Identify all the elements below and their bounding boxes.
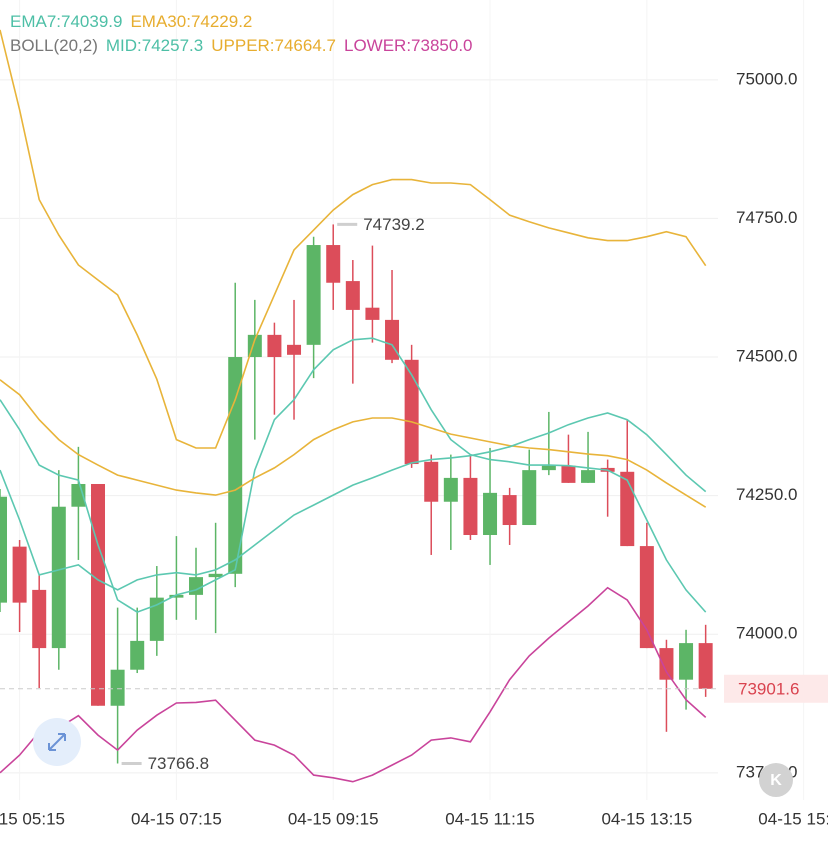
axes: 73750.074000.074250.074500.074750.075000… bbox=[0, 69, 828, 828]
y-tick-label: 74500.0 bbox=[736, 347, 797, 366]
x-tick-label: 04-15 11:15 bbox=[445, 809, 534, 828]
candle-body bbox=[306, 245, 321, 345]
legend-entry: BOLL(20,2) bbox=[10, 36, 98, 55]
legend-entry: EMA7:74039.9 bbox=[10, 12, 123, 31]
candle-body bbox=[110, 669, 125, 706]
candle-body bbox=[208, 573, 223, 578]
legend-row: BOLL(20,2) MID:74257.3 UPPER:74664.7 LOWER:… bbox=[10, 34, 481, 58]
x-tick-label: 04-15 05:15 bbox=[0, 809, 65, 828]
extreme-label: 74739.2 bbox=[363, 215, 424, 234]
indicator-line bbox=[0, 337, 707, 613]
logo-button[interactable]: K bbox=[759, 763, 793, 797]
candle-body bbox=[51, 506, 66, 649]
indicator-line bbox=[0, 412, 707, 591]
last-price-label: 73901.6 bbox=[738, 679, 799, 698]
legend-entry: EMA30:74229.2 bbox=[130, 12, 253, 31]
legend-entry: MID:74257.3 bbox=[105, 36, 204, 55]
indicator-line bbox=[0, 586, 707, 783]
candle-body bbox=[228, 357, 243, 574]
x-tick-label: 04-15 15:15 bbox=[758, 809, 828, 828]
candle-body bbox=[424, 461, 439, 502]
legend-entry: UPPER:74664.7 bbox=[211, 36, 336, 55]
candle-body bbox=[502, 495, 517, 526]
candle-body bbox=[404, 359, 419, 465]
candle-body bbox=[698, 643, 713, 689]
candle-body bbox=[149, 597, 164, 641]
y-tick-label: 74000.0 bbox=[736, 624, 797, 643]
candle-body bbox=[561, 465, 576, 483]
candle-body bbox=[581, 470, 596, 483]
y-tick-label: 75000.0 bbox=[736, 69, 797, 88]
candle-body bbox=[130, 640, 145, 670]
candle-body bbox=[169, 594, 184, 598]
candle-body bbox=[522, 470, 537, 526]
candle-body bbox=[385, 319, 400, 360]
candle-body bbox=[365, 307, 380, 320]
y-tick-label: 74250.0 bbox=[736, 485, 797, 504]
candle-body bbox=[91, 483, 106, 706]
candle-body bbox=[463, 477, 478, 535]
grid bbox=[0, 0, 805, 800]
legend-entry: LOWER:73850.0 bbox=[343, 36, 473, 55]
logo-text: K bbox=[770, 772, 782, 789]
x-tick-label: 04-15 13:15 bbox=[601, 809, 692, 828]
extreme-label: 73766.8 bbox=[148, 754, 209, 773]
candle-body bbox=[0, 496, 7, 603]
candle-body bbox=[541, 465, 556, 471]
candle-body bbox=[189, 577, 204, 595]
candle-body bbox=[326, 245, 341, 283]
candle-body bbox=[345, 281, 360, 310]
candle-body bbox=[267, 334, 282, 358]
x-tick-label: 04-15 07:15 bbox=[131, 809, 222, 828]
candle-body bbox=[32, 589, 47, 649]
indicator-line bbox=[0, 379, 707, 508]
legend-row: EMA7:74039.9 EMA30:74229.2 bbox=[10, 10, 481, 34]
candle-body bbox=[443, 477, 458, 502]
indicator-line bbox=[0, 29, 707, 449]
y-tick-label: 74750.0 bbox=[736, 208, 797, 227]
legend: EMA7:74039.9 EMA30:74229.2 BOLL(20,2) MID:7… bbox=[10, 10, 481, 58]
last-price-box bbox=[724, 674, 828, 703]
candle-body bbox=[679, 643, 694, 680]
x-tick-label: 04-15 09:15 bbox=[288, 809, 379, 828]
candle-body bbox=[620, 471, 635, 547]
plot: 74739.2 73766.8 bbox=[0, 29, 718, 783]
candle-body bbox=[639, 546, 654, 649]
candle-body bbox=[659, 648, 674, 680]
candle-body bbox=[12, 546, 27, 603]
candle-body bbox=[287, 344, 302, 355]
candle-body bbox=[483, 492, 498, 535]
logo-bg bbox=[759, 763, 793, 797]
expand-button[interactable] bbox=[33, 718, 81, 766]
expand-icon bbox=[48, 733, 66, 751]
